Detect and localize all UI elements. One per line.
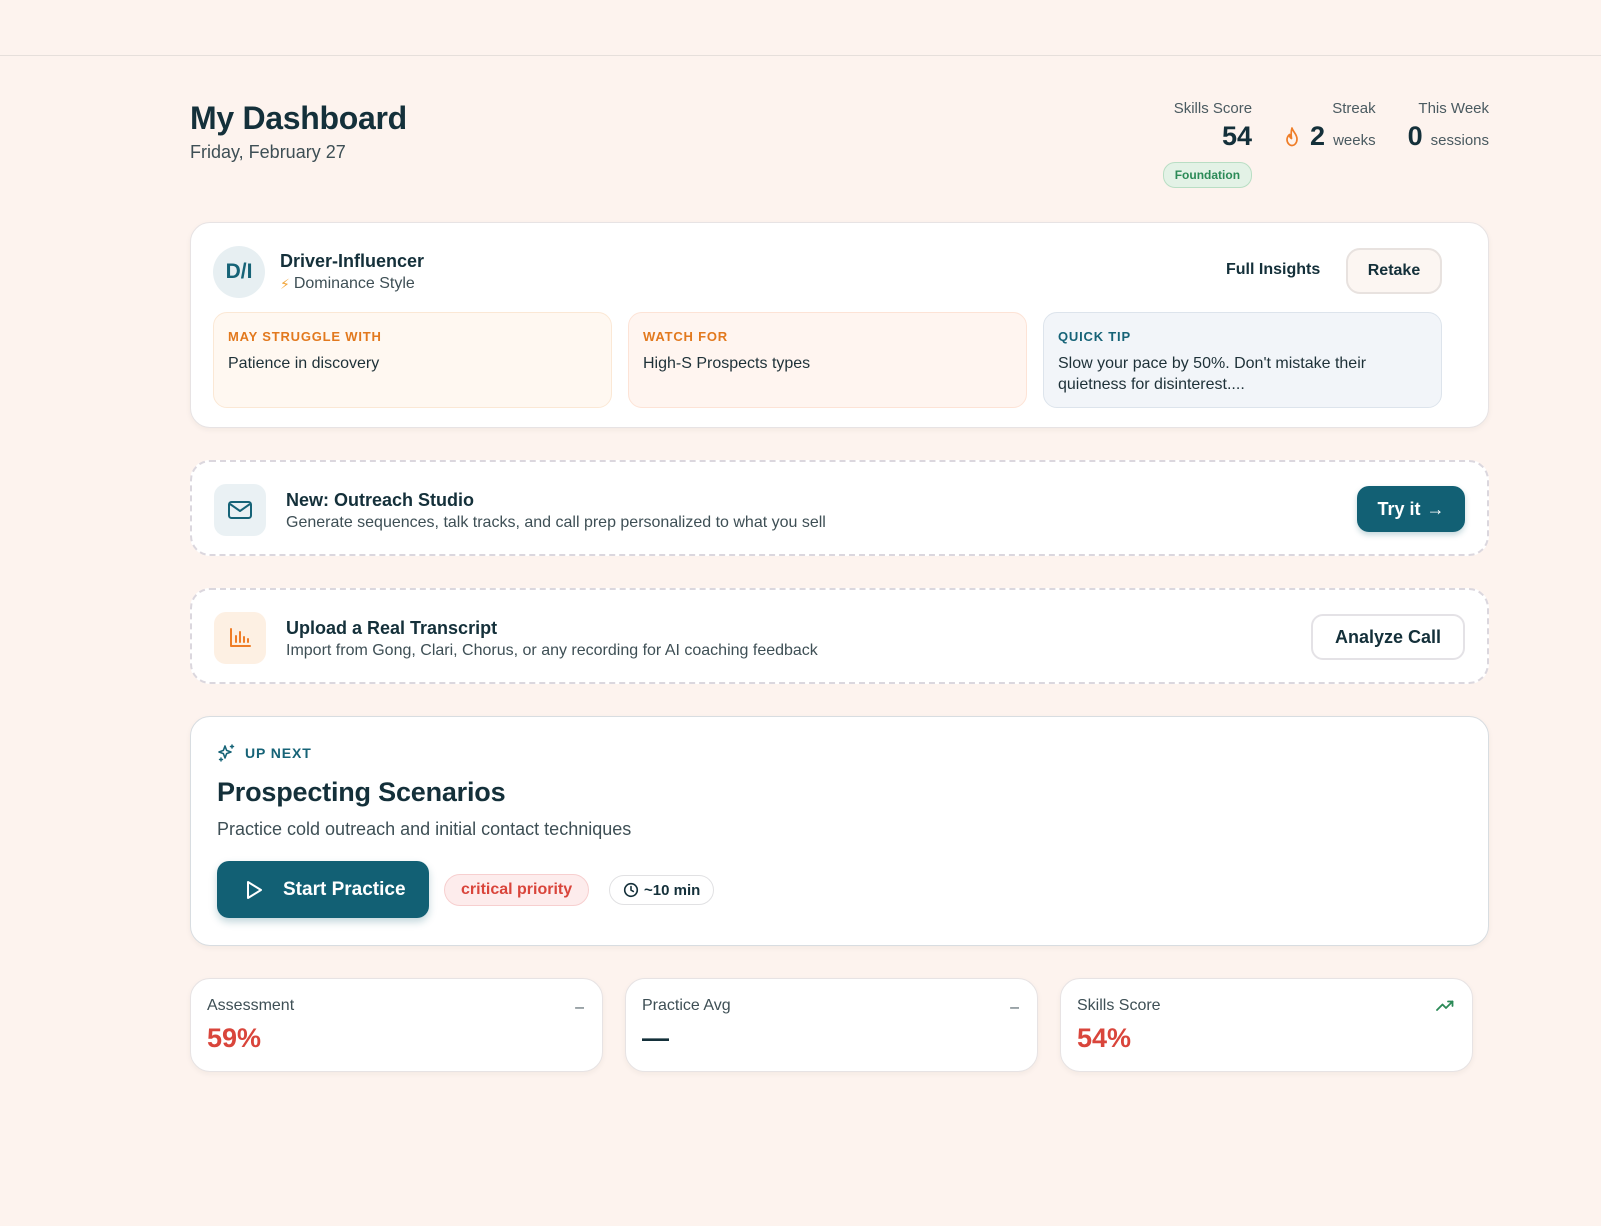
profile-tips: MAY STRUGGLE WITH Patience in discovery … (213, 312, 1442, 408)
metric-value: 54% (1077, 1023, 1132, 1053)
dashboard-main: My Dashboard Friday, February 27 Skills … (190, 56, 1489, 1072)
full-insights-link[interactable]: Full Insights (1226, 261, 1321, 278)
profile-style-label: Dominance Style (293, 275, 415, 292)
metrics-row: Assessment 59% – Practice Avg — – Skills… (190, 978, 1489, 1072)
tip-body: High-S Prospects types (643, 355, 811, 372)
outreach-studio-banner: New: Outreach Studio Generate sequences,… (190, 460, 1489, 556)
up-next-subtitle: Practice cold outreach and initial conta… (217, 819, 632, 839)
tip-watch-for: WATCH FOR High-S Prospects types (628, 312, 1027, 408)
stat-label: Streak (1332, 100, 1376, 117)
clock-icon (623, 882, 639, 898)
tip-struggle: MAY STRUGGLE WITH Patience in discovery (213, 312, 612, 408)
outreach-subtitle: Generate sequences, talk tracks, and cal… (286, 514, 826, 531)
metric-skills-score: Skills Score 54% (1060, 978, 1473, 1072)
tip-quick-tip: QUICK TIP Slow your pace by 50%. Don't m… (1043, 312, 1442, 408)
start-practice-label: Start Practice (283, 878, 406, 900)
profile-avatar: D/I (213, 246, 265, 298)
metric-assessment: Assessment 59% – (190, 978, 603, 1072)
metric-label: Practice Avg (642, 997, 731, 1014)
bolt-icon: ⚡ (280, 275, 290, 292)
top-bar (0, 0, 1601, 56)
stat-this-week: This Week 0 sessions (1408, 100, 1489, 188)
profile-style: ⚡ Dominance Style (280, 275, 415, 293)
priority-badge: critical priority (444, 874, 590, 906)
page-title: My Dashboard (190, 100, 407, 136)
transcript-title: Upload a Real Transcript (286, 618, 498, 638)
stat-label: Skills Score (1173, 100, 1253, 117)
week-sessions-unit: sessions (1430, 132, 1489, 149)
trending-up-icon (1436, 999, 1454, 1017)
bar-chart-icon (214, 612, 266, 664)
page-date: Friday, February 27 (190, 142, 346, 162)
neutral-trend-icon: – (575, 999, 584, 1016)
tip-body: Patience in discovery (228, 355, 380, 372)
streak-value: 2 (1310, 121, 1326, 151)
week-sessions-value: 0 (1407, 121, 1423, 151)
tip-heading: QUICK TIP (1058, 329, 1131, 344)
stat-streak: Streak 2 weeks (1284, 100, 1376, 188)
personality-profile-card: D/I Driver-Influencer ⚡ Dominance Style … (190, 222, 1489, 428)
tip-body: Slow your pace by 50%. Don't mistake the… (1058, 355, 1367, 393)
transcript-subtitle: Import from Gong, Clari, Chorus, or any … (286, 642, 818, 659)
analyze-call-button[interactable]: Analyze Call (1311, 614, 1465, 660)
try-it-button[interactable]: Try it → (1357, 486, 1465, 532)
stat-label: This Week (1418, 100, 1489, 117)
metric-value: — (642, 1023, 669, 1053)
upload-transcript-banner: Upload a Real Transcript Import from Gon… (190, 588, 1489, 684)
streak-unit: weeks (1333, 132, 1376, 149)
stat-skills-score: Skills Score 54 Foundation (1162, 100, 1253, 188)
sparkles-icon (218, 744, 235, 762)
duration-badge: ~10 min (609, 875, 715, 905)
try-it-label: Try it (1377, 498, 1421, 519)
mail-icon (214, 484, 266, 536)
level-badge: Foundation (1162, 162, 1253, 188)
duration-label: ~10 min (644, 881, 701, 899)
metric-label: Assessment (207, 997, 295, 1014)
metric-practice-avg: Practice Avg — – (625, 978, 1038, 1072)
tip-heading: WATCH FOR (643, 329, 728, 344)
neutral-trend-icon: – (1010, 999, 1019, 1016)
outreach-title: New: Outreach Studio (286, 490, 475, 510)
dashboard-header: My Dashboard Friday, February 27 Skills … (190, 56, 1489, 222)
arrow-right-icon: → (1426, 498, 1445, 519)
skills-score-value: 54 (1222, 121, 1253, 151)
metric-value: 59% (207, 1023, 262, 1053)
up-next-title: Prospecting Scenarios (217, 777, 506, 807)
play-icon (247, 880, 262, 899)
metric-label: Skills Score (1077, 997, 1161, 1014)
tip-heading: MAY STRUGGLE WITH (228, 329, 382, 344)
up-next-label: UP NEXT (217, 743, 312, 763)
flame-icon (1286, 126, 1298, 146)
up-next-card: UP NEXT Prospecting Scenarios Practice c… (190, 716, 1489, 946)
start-practice-button[interactable]: Start Practice (217, 861, 429, 918)
header-stats: Skills Score 54 Foundation Streak 2 week… (1162, 100, 1489, 188)
retake-button[interactable]: Retake (1346, 248, 1442, 294)
profile-name: Driver-Influencer (280, 251, 425, 271)
